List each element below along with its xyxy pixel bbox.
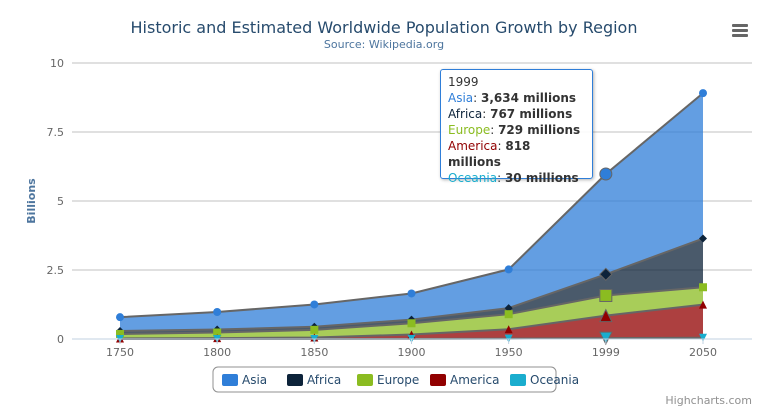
- legend-label: America: [450, 373, 500, 387]
- y-tick-label: 2.5: [47, 264, 65, 277]
- y-tick-label: 7.5: [47, 126, 65, 139]
- marker-europe: [116, 329, 124, 338]
- tooltip-row: Asia: 3,634 millions: [448, 91, 577, 105]
- marker-asia: [407, 289, 416, 298]
- marker-europe: [504, 310, 513, 319]
- legend-symbol: [222, 374, 238, 386]
- marker-africa: [599, 267, 613, 282]
- x-tick-label: 1900: [398, 346, 426, 359]
- tooltip-value: 818 millions: [448, 139, 531, 169]
- legend-item-africa[interactable]: Africa: [287, 373, 341, 387]
- legend-label: Oceania: [530, 373, 579, 387]
- tooltip-header: 1999: [448, 75, 479, 89]
- marker-africa: [504, 304, 513, 313]
- legend-item-asia[interactable]: Asia: [222, 373, 267, 387]
- area-america: [120, 304, 703, 339]
- tooltip: 1999 Asia: 3,634 millions Africa: 767 mil…: [440, 69, 593, 185]
- y-axis-title: Billions: [25, 178, 38, 224]
- marker-asia: [310, 300, 319, 309]
- marker-asia: [504, 265, 513, 274]
- legend-item-oceania[interactable]: Oceania: [510, 373, 579, 387]
- tooltip-series-name: Asia: [448, 91, 474, 105]
- marker-europe: [699, 283, 707, 292]
- area-africa: [120, 238, 703, 334]
- marker-asia: [699, 89, 707, 98]
- marker-europe: [310, 325, 319, 334]
- tooltip-series-name: America: [448, 139, 498, 153]
- legend-label: Asia: [242, 373, 267, 387]
- tooltip-row: Oceania: 30 millions: [448, 171, 579, 185]
- tooltip-value: 767 millions: [490, 107, 573, 121]
- marker-europe: [407, 319, 416, 328]
- tooltip-value: 30 millions: [504, 171, 579, 185]
- marker-asia: [599, 167, 613, 181]
- legend-symbol: [287, 374, 303, 386]
- x-tick-label: 1850: [300, 346, 328, 359]
- area-asia: [120, 93, 703, 332]
- legend-symbol: [510, 374, 526, 386]
- legend-label: Europe: [377, 373, 419, 387]
- tooltip-row: America: 818 millions: [448, 139, 531, 169]
- x-tick-label: 1950: [495, 346, 523, 359]
- legend-item-america[interactable]: America: [430, 373, 500, 387]
- marker-asia: [116, 313, 124, 322]
- marker-america: [699, 300, 707, 309]
- tooltip-value: 729 millions: [498, 123, 581, 137]
- tooltip-series-name: Africa: [448, 107, 483, 121]
- marker-oceania: [599, 331, 613, 346]
- marker-africa: [699, 234, 707, 243]
- tooltip-series-name: Oceania: [448, 171, 498, 185]
- marker-europe: [599, 288, 613, 302]
- tooltip-row: Africa: 767 millions: [448, 107, 573, 121]
- x-tick-label: 1999: [592, 346, 620, 359]
- legend-item-europe[interactable]: Europe: [357, 373, 419, 387]
- marker-oceania: [699, 333, 707, 342]
- chart-title: Historic and Estimated Worldwide Populat…: [131, 18, 638, 37]
- legend-symbol: [357, 374, 373, 386]
- tooltip-series-name: Europe: [448, 123, 491, 137]
- marker-america: [504, 325, 513, 334]
- legend-label: Africa: [307, 373, 341, 387]
- x-tick-label: 2050: [689, 346, 717, 359]
- y-tick-label: 5: [57, 195, 64, 208]
- marker-europe: [213, 328, 222, 337]
- chart-subtitle: Source: Wikipedia.org: [324, 38, 444, 51]
- x-tick-label: 1800: [203, 346, 231, 359]
- y-tick-label: 10: [50, 57, 64, 70]
- menu-button[interactable]: [729, 17, 751, 39]
- marker-america: [599, 308, 613, 323]
- tooltip-row: Europe: 729 millions: [448, 123, 581, 137]
- credits-link[interactable]: Highcharts.com: [665, 394, 752, 407]
- y-tick-label: 0: [57, 333, 64, 346]
- marker-asia: [213, 308, 222, 317]
- x-tick-label: 1750: [106, 346, 134, 359]
- tooltip-value: 3,634 millions: [481, 91, 577, 105]
- legend-symbol: [430, 374, 446, 386]
